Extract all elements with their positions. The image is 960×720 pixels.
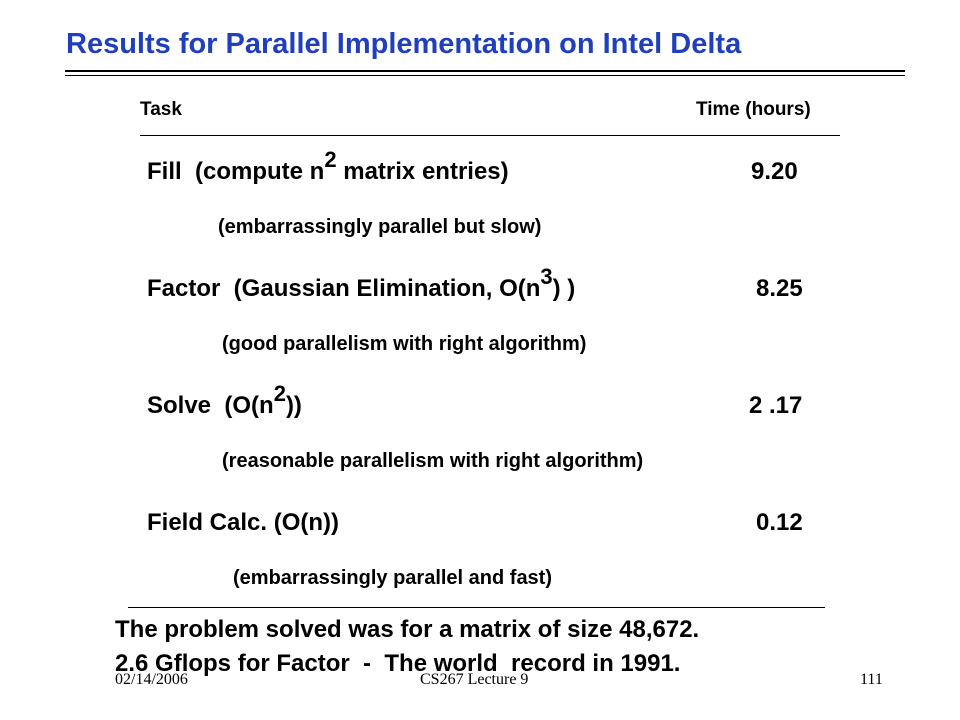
time: 0.12 bbox=[756, 509, 803, 536]
title-rule bbox=[65, 75, 905, 76]
footer-page: 111 bbox=[860, 671, 883, 688]
footer-course: CS267 Lecture 9 bbox=[420, 671, 529, 688]
summary-line: 2.6 Gflops for Factor - The world record… bbox=[115, 650, 681, 677]
time: 2 .17 bbox=[749, 392, 803, 419]
task: Field Calc. (O(n)) bbox=[147, 511, 339, 535]
task: Solve (O(n2)) bbox=[147, 383, 302, 419]
task-text: ) ) bbox=[552, 275, 576, 302]
table-rule bbox=[128, 607, 825, 608]
note: (good parallelism with right algorithm) bbox=[222, 333, 587, 355]
title-rule bbox=[65, 70, 905, 72]
task-text: Fill (compute n bbox=[147, 158, 325, 185]
note: (reasonable parallelism with right algor… bbox=[222, 450, 644, 472]
header-time: Time (hours) bbox=[696, 99, 811, 120]
task-text: )) bbox=[285, 392, 302, 419]
task: Fill (compute n2 matrix entries) bbox=[147, 149, 509, 185]
task: Factor (Gaussian Elimination, O(n3) ) bbox=[147, 266, 576, 302]
superscript: 3 bbox=[540, 264, 553, 289]
header-task: Task bbox=[140, 99, 182, 120]
note: (embarrassingly parallel and fast) bbox=[233, 567, 553, 589]
time: 8.25 bbox=[756, 275, 803, 302]
summary-line: The problem solved was for a matrix of s… bbox=[115, 616, 700, 643]
task-text: Factor (Gaussian Elimination, O(n bbox=[147, 275, 541, 302]
task-text: Field Calc. (O(n)) bbox=[147, 509, 339, 536]
footer-date: 02/14/2006 bbox=[115, 671, 188, 688]
superscript: 2 bbox=[273, 381, 286, 406]
superscript: 2 bbox=[324, 147, 337, 172]
task-text: matrix entries) bbox=[336, 158, 509, 185]
task-text: Solve (O(n bbox=[147, 392, 274, 419]
header-rule bbox=[140, 135, 840, 136]
title: Results for Parallel Implementation on I… bbox=[66, 28, 742, 60]
note: (embarrassingly parallel but slow) bbox=[218, 216, 542, 238]
time: 9.20 bbox=[751, 158, 798, 185]
